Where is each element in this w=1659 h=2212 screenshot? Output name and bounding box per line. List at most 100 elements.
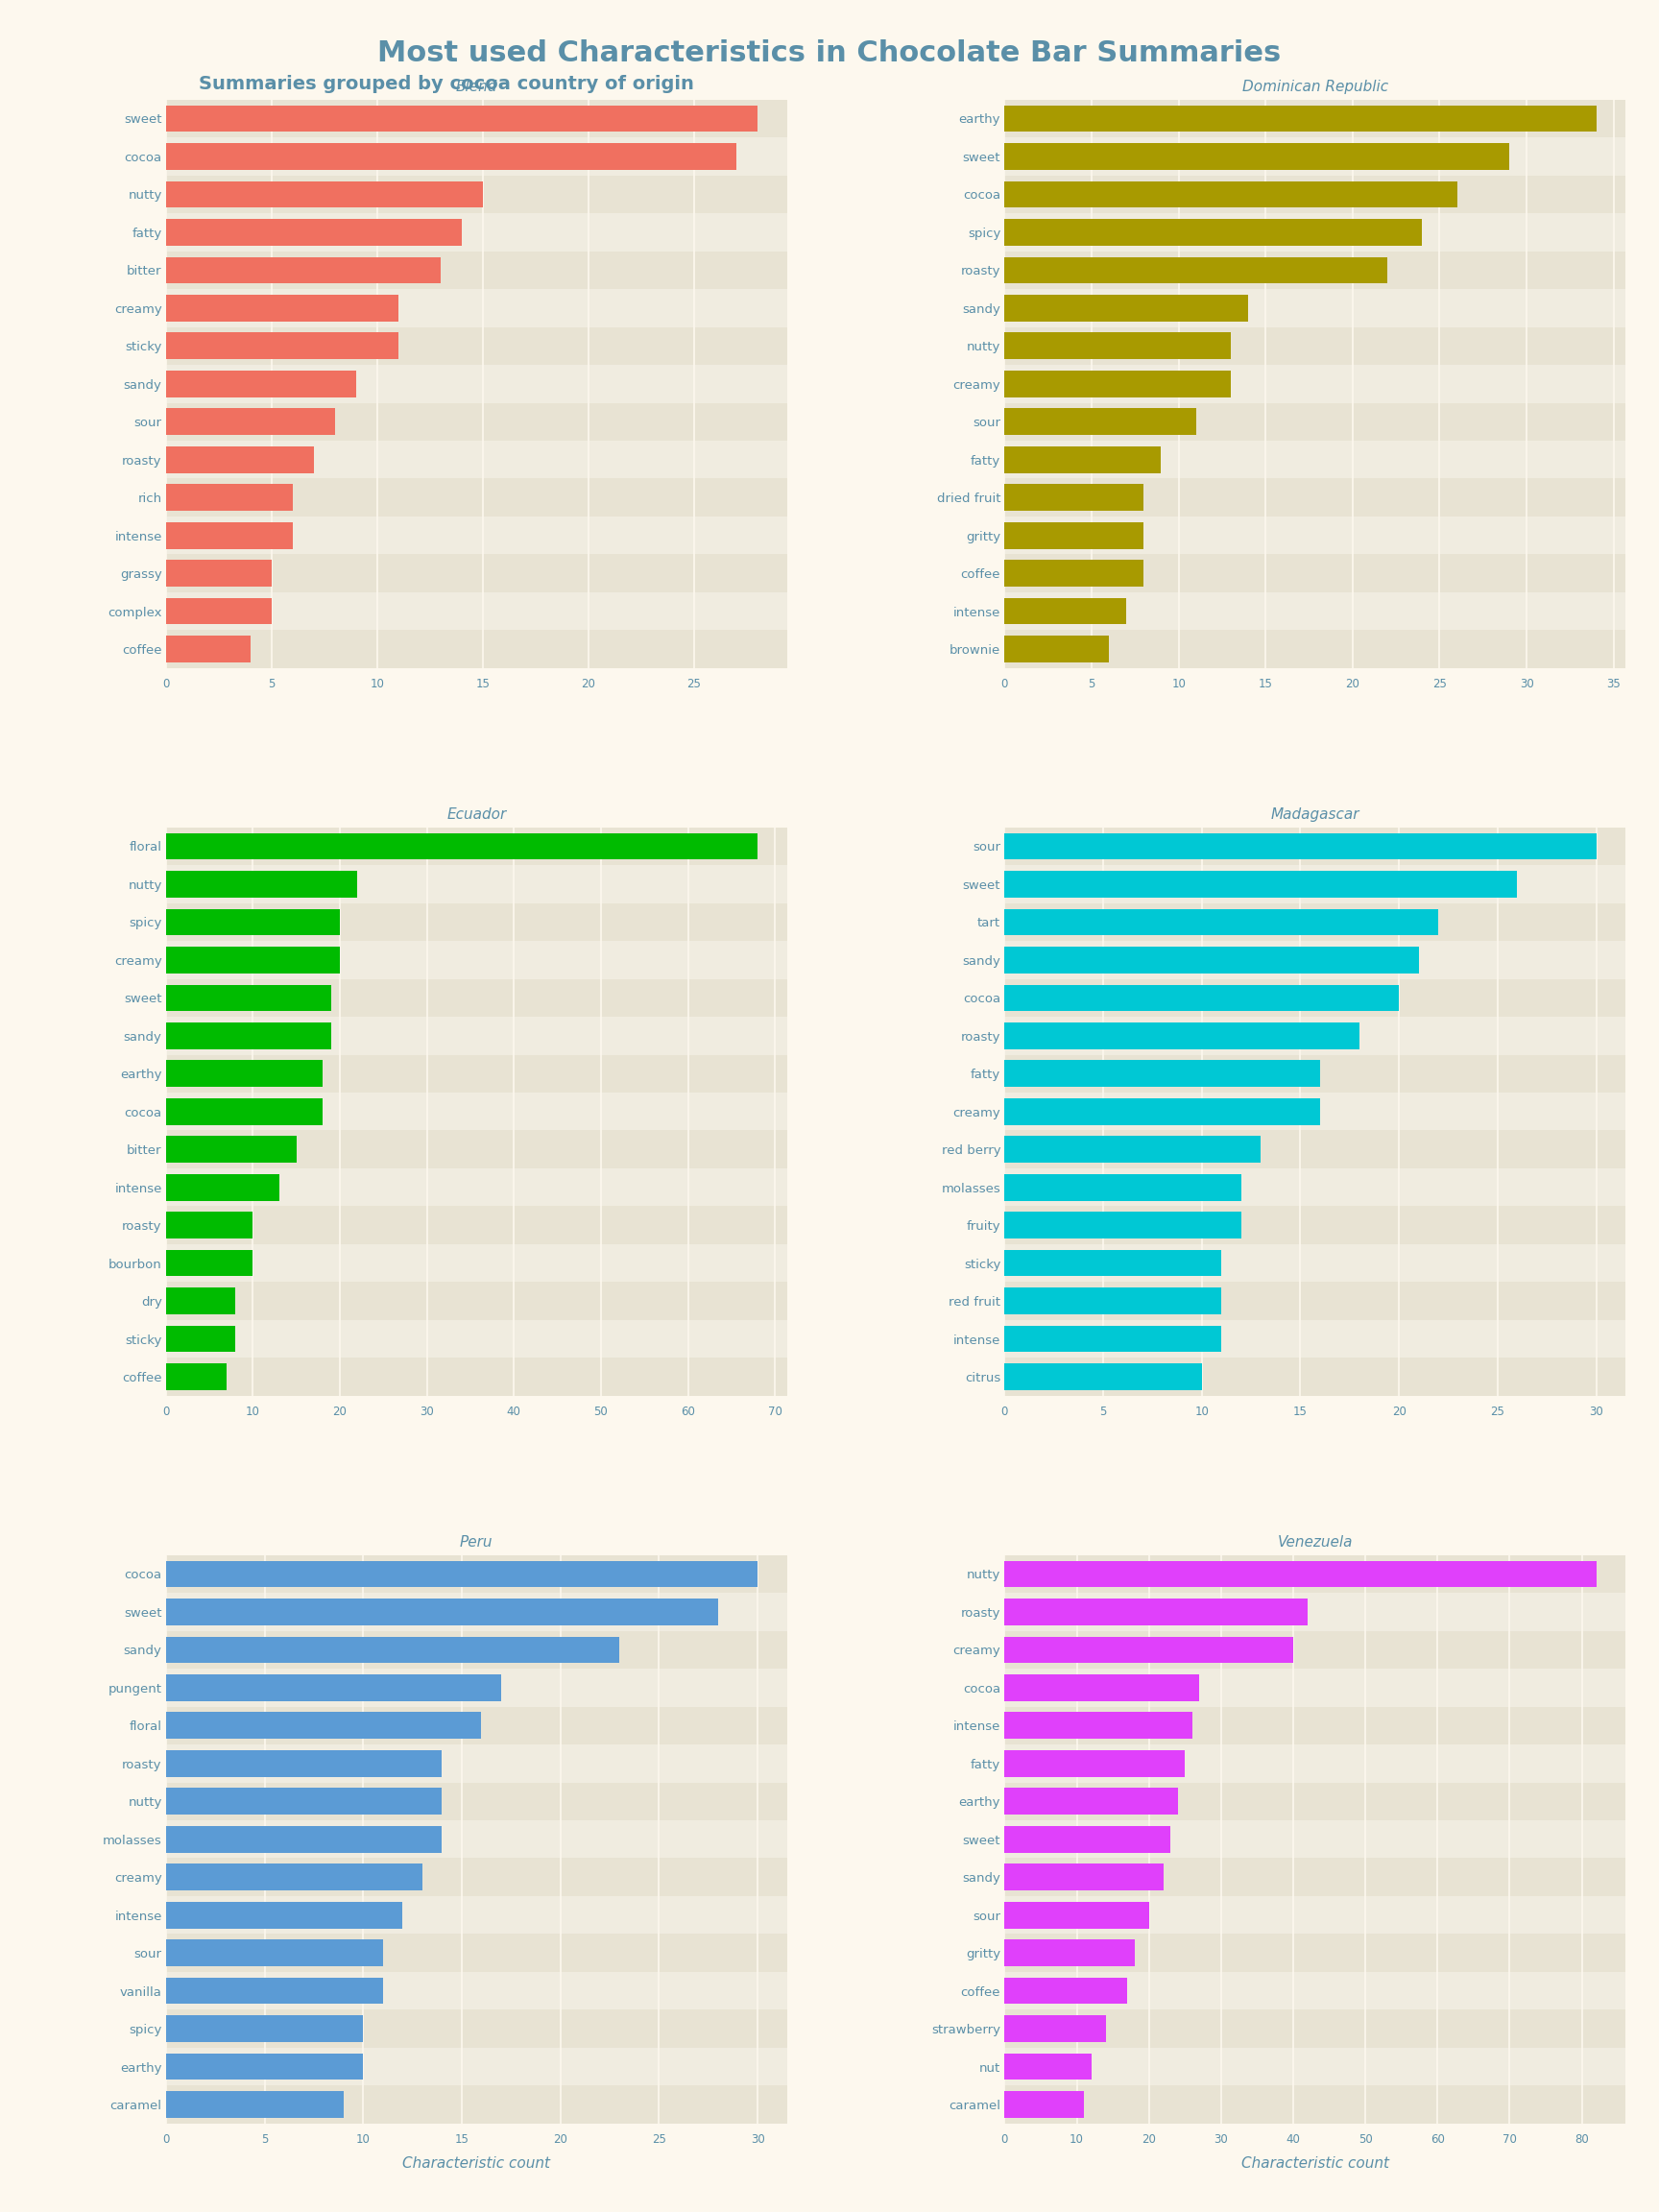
Bar <box>1005 2015 1105 2042</box>
Text: Most used Characteristics in Chocolate Bar Summaries: Most used Characteristics in Chocolate B… <box>378 40 1281 69</box>
Bar <box>166 252 786 290</box>
Bar <box>1005 1668 1626 1708</box>
Bar <box>1005 2011 1626 2048</box>
Bar <box>166 478 786 515</box>
Bar <box>1005 1750 1185 1776</box>
Bar <box>166 175 786 212</box>
Bar <box>1005 294 1248 321</box>
Bar <box>166 1865 423 1891</box>
Title: Blend: Blend <box>456 80 498 95</box>
Bar <box>1005 447 1161 473</box>
Bar <box>166 827 786 865</box>
Bar <box>1005 909 1438 936</box>
Title: Madagascar: Madagascar <box>1271 807 1360 823</box>
Bar <box>1005 2048 1626 2086</box>
Bar <box>166 1593 786 1630</box>
Bar <box>1005 947 1418 973</box>
Bar <box>1005 1858 1626 1896</box>
Bar <box>1005 560 1143 586</box>
Bar <box>1005 1175 1241 1201</box>
Bar <box>166 1168 786 1206</box>
Bar <box>1005 1243 1626 1283</box>
Bar <box>166 212 786 252</box>
Bar <box>1005 1212 1241 1239</box>
Bar <box>166 1175 279 1201</box>
Bar <box>1005 2086 1626 2124</box>
Bar <box>1005 1902 1150 1929</box>
Bar <box>1005 1978 1126 2004</box>
Bar <box>166 2086 786 2124</box>
Bar <box>166 1358 786 1396</box>
Bar <box>166 1933 786 1971</box>
Bar <box>166 1363 227 1389</box>
Bar <box>166 593 786 630</box>
Bar <box>166 834 758 860</box>
Bar <box>166 1206 786 1243</box>
Bar <box>1005 144 1510 170</box>
Bar <box>166 1745 786 1783</box>
Bar <box>166 1978 383 2004</box>
Bar <box>166 2090 343 2117</box>
Bar <box>166 1674 501 1701</box>
Bar <box>166 522 292 549</box>
Bar <box>166 144 737 170</box>
Bar <box>1005 522 1143 549</box>
Title: Venezuela: Venezuela <box>1277 1535 1352 1551</box>
Bar <box>1005 257 1387 283</box>
Bar <box>1005 635 1108 661</box>
Bar <box>166 1555 786 1593</box>
Bar <box>1005 1745 1626 1783</box>
Bar <box>1005 827 1626 865</box>
Bar <box>1005 630 1626 668</box>
Bar <box>166 1783 786 1820</box>
Bar <box>1005 1599 1307 1626</box>
Bar <box>1005 1940 1135 1966</box>
Bar <box>1005 1708 1626 1745</box>
Bar <box>166 137 786 175</box>
Bar <box>1005 834 1596 860</box>
Bar <box>1005 1562 1596 1588</box>
Bar <box>1005 593 1626 630</box>
Bar <box>166 1022 332 1048</box>
Bar <box>1005 409 1196 436</box>
Bar <box>1005 1018 1626 1055</box>
Bar <box>1005 252 1626 290</box>
Bar <box>1005 1783 1626 1820</box>
Bar <box>166 1018 786 1055</box>
Bar <box>1005 597 1126 624</box>
Bar <box>1005 2090 1083 2117</box>
Bar <box>1005 1712 1193 1739</box>
Bar <box>166 2048 786 2086</box>
Bar <box>1005 484 1143 511</box>
Bar <box>1005 1206 1626 1243</box>
Bar <box>1005 1674 1199 1701</box>
Bar <box>166 1093 786 1130</box>
Bar <box>1005 1055 1626 1093</box>
Bar <box>166 635 251 661</box>
Bar <box>166 1630 786 1668</box>
Bar <box>1005 1358 1626 1396</box>
Bar <box>1005 1130 1626 1168</box>
Bar <box>166 403 786 440</box>
Bar <box>166 409 335 436</box>
Bar <box>1005 980 1626 1018</box>
Bar <box>166 440 786 478</box>
Bar <box>1005 1168 1626 1206</box>
Bar <box>166 484 292 511</box>
Bar <box>1005 100 1626 137</box>
Bar <box>1005 290 1626 327</box>
Bar <box>166 290 786 327</box>
Bar <box>166 1321 786 1358</box>
Bar <box>1005 1593 1626 1630</box>
Bar <box>1005 1896 1626 1933</box>
Bar <box>1005 332 1231 358</box>
Bar <box>166 1820 786 1858</box>
Bar <box>1005 219 1422 246</box>
Bar <box>166 1668 786 1708</box>
Bar <box>1005 440 1626 478</box>
Bar <box>1005 865 1626 902</box>
Bar <box>166 365 786 403</box>
Bar <box>166 1787 441 1814</box>
Bar <box>1005 1787 1178 1814</box>
Bar <box>166 1562 758 1588</box>
